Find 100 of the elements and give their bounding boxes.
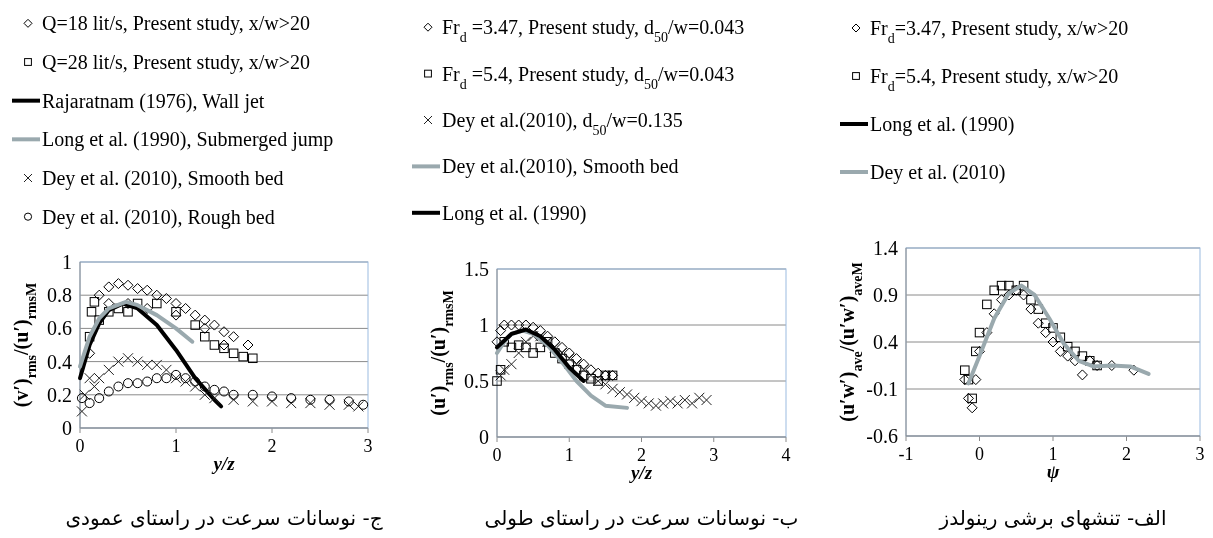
point bbox=[304, 397, 316, 409]
point bbox=[142, 376, 153, 387]
point bbox=[199, 389, 211, 401]
y-tick-label: -0.6 bbox=[866, 425, 898, 447]
x-axis-title: ψ bbox=[1046, 461, 1060, 482]
point bbox=[247, 389, 258, 400]
point bbox=[358, 399, 369, 410]
x-tick-label: 3 bbox=[1195, 444, 1205, 464]
point bbox=[208, 392, 220, 404]
point bbox=[190, 320, 200, 330]
point bbox=[113, 381, 124, 392]
point bbox=[578, 364, 590, 376]
point bbox=[963, 374, 974, 385]
point bbox=[112, 356, 124, 368]
point bbox=[180, 376, 192, 388]
point bbox=[621, 388, 633, 400]
point bbox=[607, 383, 619, 395]
point bbox=[967, 393, 977, 404]
point bbox=[152, 298, 162, 309]
point bbox=[1048, 323, 1058, 333]
point bbox=[495, 369, 507, 381]
y-tick-label: 1.4 bbox=[873, 237, 898, 259]
point bbox=[505, 358, 517, 370]
point bbox=[103, 281, 115, 293]
text: ب- نوسانات سرعت در راستای طولی bbox=[484, 506, 799, 530]
point bbox=[643, 397, 655, 409]
point bbox=[505, 319, 517, 331]
point bbox=[112, 278, 124, 290]
point bbox=[527, 321, 539, 333]
point bbox=[88, 381, 100, 392]
point bbox=[189, 309, 201, 321]
y-tick-label: 0.9 bbox=[873, 284, 898, 306]
point bbox=[1055, 332, 1066, 343]
point bbox=[492, 376, 502, 386]
point bbox=[1070, 346, 1080, 357]
point bbox=[495, 365, 506, 375]
y-tick-label: 0.6 bbox=[47, 317, 72, 340]
point bbox=[570, 358, 582, 370]
point bbox=[535, 342, 546, 353]
point bbox=[966, 402, 978, 414]
y-tick-label: 1.5 bbox=[464, 258, 489, 280]
point bbox=[228, 348, 239, 359]
y-tick-label: 0.5 bbox=[464, 370, 489, 392]
point bbox=[151, 289, 163, 301]
point bbox=[628, 392, 640, 404]
point bbox=[267, 391, 277, 402]
x-tick-label: 1 bbox=[1048, 444, 1058, 464]
point bbox=[962, 392, 974, 404]
point bbox=[160, 364, 172, 376]
legend-label: Rajaratnam (1976), Wall jet bbox=[42, 89, 265, 113]
point bbox=[171, 369, 181, 380]
point bbox=[578, 370, 589, 381]
point bbox=[76, 405, 88, 417]
point bbox=[614, 386, 626, 398]
legend-label: Long et al. (1990) bbox=[870, 113, 1015, 136]
point bbox=[161, 373, 172, 384]
point bbox=[132, 283, 144, 295]
y-tick-label: 0.8 bbox=[47, 284, 72, 307]
point bbox=[200, 331, 210, 342]
point bbox=[1003, 289, 1015, 301]
point bbox=[208, 319, 220, 331]
legend-label: Fr$_{d}$=5.4, Present study, x/w>20 bbox=[870, 65, 1119, 94]
point bbox=[498, 364, 510, 376]
point bbox=[89, 297, 100, 307]
point bbox=[599, 378, 611, 390]
point bbox=[989, 285, 999, 296]
point bbox=[960, 365, 970, 375]
point bbox=[228, 394, 240, 406]
point bbox=[343, 396, 354, 407]
point bbox=[563, 347, 575, 359]
point bbox=[171, 307, 181, 317]
point bbox=[103, 386, 114, 397]
text: الف- تنشهای برشی رینولدز bbox=[938, 506, 1167, 530]
point bbox=[199, 314, 211, 326]
point bbox=[151, 373, 162, 384]
x-tick-label: 0 bbox=[75, 436, 85, 456]
point bbox=[170, 298, 182, 309]
point bbox=[549, 336, 561, 348]
x-axis-title: y/z bbox=[211, 453, 236, 474]
point bbox=[1004, 280, 1014, 291]
point bbox=[86, 307, 97, 317]
legend-label: Long et al. (1990) bbox=[442, 201, 587, 225]
legend-label: Dey et al.(2010), Smooth bed bbox=[442, 155, 679, 179]
x-tick-label: 3 bbox=[363, 436, 373, 456]
point bbox=[103, 364, 115, 376]
point bbox=[305, 394, 316, 405]
point bbox=[132, 356, 144, 368]
legend-label: Q=18 lit/s, Present study, x/w>20 bbox=[42, 12, 310, 36]
x-tick-label: -1 bbox=[898, 444, 914, 464]
legend-label: Fr$_{d}$=3.47, Present study, x/w>20 bbox=[870, 17, 1129, 46]
point bbox=[324, 394, 335, 405]
point bbox=[556, 341, 568, 353]
point bbox=[578, 358, 590, 370]
point bbox=[324, 399, 336, 411]
point bbox=[122, 352, 134, 364]
point bbox=[84, 398, 95, 409]
x-tick-label: 1 bbox=[171, 436, 181, 456]
point bbox=[982, 299, 992, 310]
point bbox=[266, 395, 278, 407]
y-tick-label: 0.4 bbox=[47, 350, 72, 373]
